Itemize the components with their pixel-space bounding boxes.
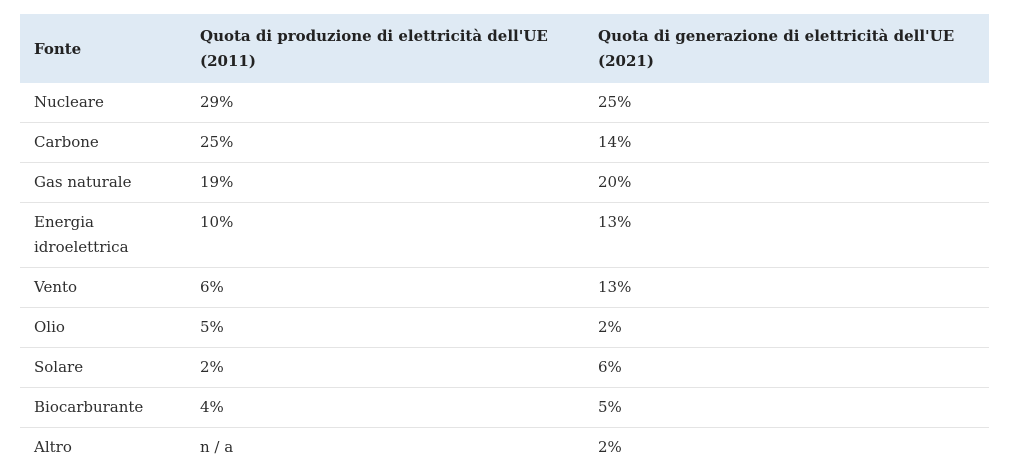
cell-source: Altro	[34, 438, 72, 456]
cell-share-2011: 5%	[186, 307, 584, 348]
table-row: Solare 2% 6%	[20, 347, 989, 388]
header-share-2021: Quota di generazione di elettricità dell…	[584, 14, 989, 83]
cell-share-2011: 10%	[186, 202, 584, 268]
table-body: Nucleare 29% 25% Carbone 25% 14% Gas nat…	[20, 83, 989, 467]
table-row: Energia idroelettrica 10% 13%	[20, 202, 989, 268]
cell-share-2011: 6%	[186, 267, 584, 308]
electricity-share-table-container: Fonte Quota di produzione di elettricità…	[20, 14, 989, 467]
cell-source: Biocarburante	[20, 387, 186, 428]
cell-share-2021: 20%	[584, 162, 989, 203]
cell-source: Gas naturale	[20, 162, 186, 203]
cell-share-2021: 14%	[584, 122, 989, 163]
cell-source: Olio	[20, 307, 186, 348]
cell-share-2021: 6%	[584, 347, 989, 388]
cell-share-2021: 13%	[584, 202, 989, 268]
electricity-share-table: Fonte Quota di produzione di elettricità…	[20, 14, 989, 467]
cell-share-2011: 29%	[186, 83, 584, 123]
table-row: Carbone 25% 14%	[20, 122, 989, 163]
cell-share-2011: n / a	[200, 438, 234, 456]
table-row: Biocarburante 4% 5%	[20, 387, 989, 428]
header-row: Fonte Quota di produzione di elettricità…	[20, 14, 989, 83]
header-share-2011: Quota di produzione di elettricità dell'…	[186, 14, 584, 83]
cell-share-2011: 2%	[186, 347, 584, 388]
cell-source: Solare	[20, 347, 186, 388]
cell-share-2021: 2%	[584, 307, 989, 348]
table-row: Gas naturale 19% 20%	[20, 162, 989, 203]
cell-share-2021: 5%	[584, 387, 989, 428]
table-row: Altro n / a 2%	[20, 428, 989, 468]
cell-share-2021: 2%	[598, 438, 622, 456]
cell-share-2021: 13%	[584, 267, 989, 308]
cell-share-2011: 4%	[186, 387, 584, 428]
cell-source: Vento	[20, 267, 186, 308]
cell-share-2011: 25%	[186, 122, 584, 163]
cell-share-2011: 19%	[186, 162, 584, 203]
cell-source: Carbone	[20, 122, 186, 163]
table-row: Olio 5% 2%	[20, 307, 989, 348]
header-source: Fonte	[20, 14, 186, 83]
table-header: Fonte Quota di produzione di elettricità…	[20, 14, 989, 83]
cell-share-2021: 25%	[584, 83, 989, 123]
table-row: Nucleare 29% 25%	[20, 83, 989, 123]
table-row: Vento 6% 13%	[20, 267, 989, 308]
cell-source: Energia idroelettrica	[20, 202, 186, 268]
cell-source: Nucleare	[20, 83, 186, 123]
